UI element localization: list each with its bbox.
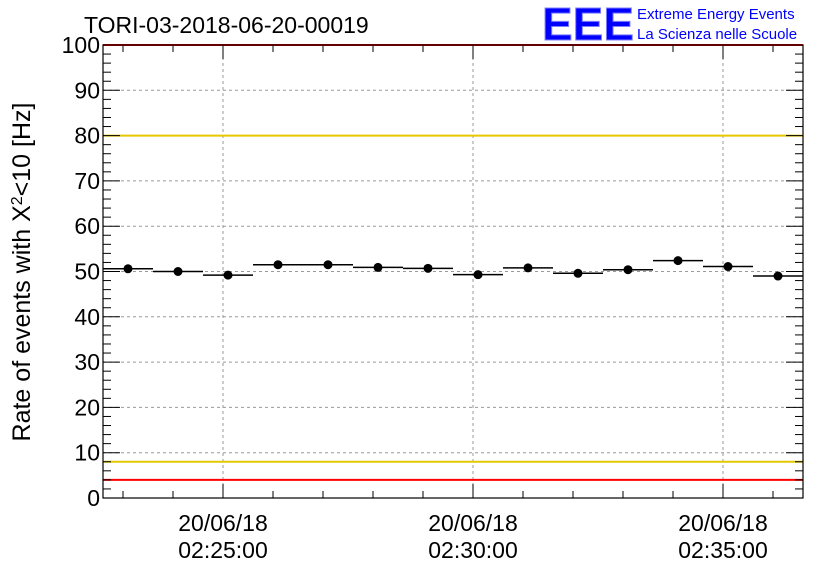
eee-logo-letters: EEE	[542, 0, 634, 50]
y-axis-label-post: <10 [Hz]	[8, 103, 36, 197]
y-tick-label: 90	[74, 77, 100, 103]
y-axis-label-pre: Rate of events with X	[8, 205, 36, 442]
y-tick-label: 0	[87, 485, 100, 511]
x-tick-label-time: 02:25:00	[178, 537, 268, 563]
data-point-marker	[223, 270, 233, 280]
y-tick-label: 70	[74, 168, 100, 194]
data-point-marker	[773, 271, 783, 281]
x-tick-label-date: 20/06/18	[178, 510, 268, 536]
grid	[103, 45, 803, 498]
data-point	[353, 262, 403, 272]
data-point-marker	[673, 256, 683, 266]
y-axis-label: Rate of events with X2<10 [Hz]	[8, 103, 36, 442]
data-point-marker	[273, 260, 283, 270]
reference-lines	[103, 44, 803, 481]
plot-frame	[102, 44, 804, 499]
data-point-marker	[173, 267, 183, 276]
x-tick-labels: 20/06/1802:25:0020/06/1802:30:0020/06/18…	[178, 510, 768, 563]
data-point-marker	[573, 268, 583, 278]
data-point-marker	[473, 270, 483, 280]
data-point	[203, 270, 253, 280]
eee-logo-line2: La Scienza nelle Scuole	[637, 26, 797, 43]
data-point	[553, 268, 603, 278]
data-points	[103, 256, 803, 281]
data-point	[503, 263, 553, 273]
data-point	[403, 263, 453, 273]
data-point	[603, 265, 653, 275]
data-point-marker	[373, 262, 383, 272]
data-point	[753, 271, 803, 281]
y-tick-label: 10	[74, 440, 100, 466]
y-tick-label: 30	[74, 349, 100, 375]
y-axis-label-sup: 2	[9, 196, 26, 205]
data-point	[253, 260, 303, 270]
y-tick-label: 50	[74, 259, 100, 285]
y-tick-label: 20	[74, 394, 100, 420]
y-tick-label: 80	[74, 123, 100, 149]
data-point-marker	[523, 263, 533, 273]
data-point	[703, 262, 753, 272]
x-tick-label-date: 20/06/18	[428, 510, 518, 536]
chart-title: TORI-03-2018-06-20-00019	[84, 12, 369, 38]
data-point	[653, 256, 703, 266]
data-point-marker	[423, 263, 433, 273]
y-tick-label: 100	[62, 32, 100, 58]
data-point	[453, 270, 503, 280]
data-point	[103, 264, 153, 274]
data-point	[153, 267, 203, 276]
x-tick-label-time: 02:30:00	[428, 537, 518, 563]
y-tick-labels: 0 10 20 30 40 50 60 70 80 90 100	[62, 32, 100, 511]
y-tick-label: 40	[74, 304, 100, 330]
x-tick-label-time: 02:35:00	[678, 537, 768, 563]
x-tick-label-date: 20/06/18	[678, 510, 768, 536]
data-point-marker	[123, 264, 133, 274]
eee-logo-line1: Extreme Energy Events	[637, 6, 795, 23]
y-tick-label: 60	[74, 213, 100, 239]
data-point-marker	[323, 260, 333, 270]
data-point-marker	[723, 262, 733, 272]
data-point	[303, 260, 353, 270]
eee-logo: EEE Extreme Energy Events La Scienza nel…	[542, 0, 798, 51]
data-point-marker	[623, 265, 633, 275]
